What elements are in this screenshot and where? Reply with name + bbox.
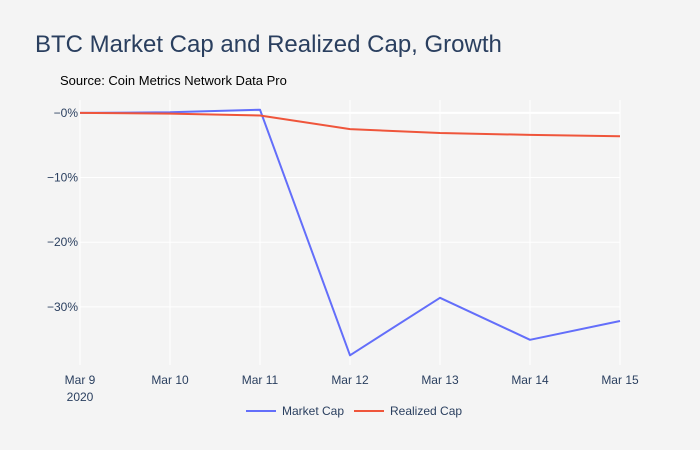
series-line-market-cap — [79, 108, 621, 357]
legend-label-realized-cap: Realized Cap — [390, 404, 462, 418]
x-tick-label: Mar 10 — [151, 373, 189, 387]
x-tick-label: Mar 12 — [331, 373, 369, 387]
y-tick-label: −30% — [47, 300, 78, 314]
legend-label-market-cap: Market Cap — [282, 404, 344, 418]
x-tick-label: Mar 15 — [601, 373, 639, 387]
y-axis-ticks: −0% −10% −20% −30% — [47, 106, 78, 314]
x-tick-label: Mar 14 — [511, 373, 549, 387]
x-tick-label: Mar 13 — [421, 373, 459, 387]
y-tick-label: −20% — [47, 235, 78, 249]
y-tick-label: −0% — [54, 106, 79, 120]
y-tick-label: −10% — [47, 171, 78, 185]
series-lines — [79, 108, 621, 357]
chart-subtitle: Source: Coin Metrics Network Data Pro — [60, 73, 287, 88]
x-tick-label: Mar 9 — [65, 373, 96, 387]
legend: Market Cap Realized Cap — [246, 404, 462, 418]
chart-title: BTC Market Cap and Realized Cap, Growth — [35, 31, 502, 58]
x-tick-label: Mar 11 — [242, 373, 279, 387]
series-line-realized-cap — [79, 111, 621, 138]
x-year-label: 2020 — [67, 390, 94, 404]
x-axis-ticks: Mar 9 Mar 10 Mar 11 Mar 12 Mar 13 Mar 14 Mar 1… — [65, 373, 639, 387]
